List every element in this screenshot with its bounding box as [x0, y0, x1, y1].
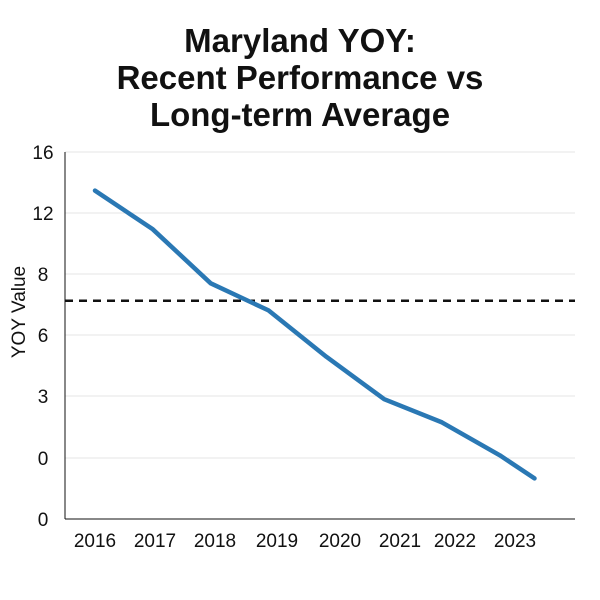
chart-title-line-3: Long-term Average [149, 96, 451, 133]
y-axis-label: YOY Value [9, 266, 30, 358]
x-tick-label: 2017 [134, 531, 176, 552]
grid-layer [65, 151, 575, 459]
y-tick-label: 8 [38, 265, 49, 286]
x-tick-label: 2023 [494, 531, 536, 552]
y-tick-label: 0 [38, 449, 49, 470]
y-tick-label: 12 [32, 204, 53, 225]
x-tick-label: 2021 [379, 531, 421, 552]
y-tick-label: 0 [38, 510, 49, 531]
series-layer [92, 188, 537, 481]
x-tick-label: 2018 [194, 531, 236, 552]
series-line-0 [92, 188, 537, 481]
chart-title-line-1: Maryland YOY: [184, 22, 416, 59]
x-tick-label: 2019 [256, 531, 298, 552]
y-tick-label: 6 [38, 326, 49, 347]
x-tick-label: 2020 [319, 531, 361, 552]
chart-title: Maryland YOY: Recent Performance vs Long… [0, 22, 600, 133]
y-tick-label: 16 [32, 143, 53, 164]
y-tick-label: 3 [38, 387, 49, 408]
y-tick-labels: 16 12 8 6 3 0 0 [32, 143, 53, 531]
axis-layer [64, 152, 575, 520]
x-tick-label: 2022 [434, 531, 476, 552]
x-tick-labels: 2016 2017 2018 2019 2020 2021 2022 2023 [74, 531, 536, 552]
x-tick-label: 2016 [74, 531, 116, 552]
chart-title-line-2: Recent Performance vs [116, 59, 484, 96]
